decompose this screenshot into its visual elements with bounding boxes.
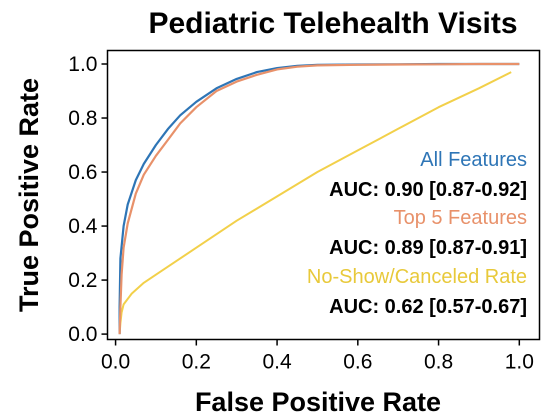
y-tick-label: 0.2 xyxy=(68,269,97,292)
x-tick-label: 0.0 xyxy=(101,351,130,374)
y-tick-label: 1.0 xyxy=(68,53,97,76)
series-line-top-5-features xyxy=(118,62,520,335)
plot-frame xyxy=(106,49,541,341)
x-tick-label: 0.2 xyxy=(182,351,211,374)
y-tick-label: 0.0 xyxy=(68,323,97,346)
y-tick-label: 0.8 xyxy=(68,107,97,130)
x-tick-label: 1.0 xyxy=(505,351,534,374)
y-tick-label: 0.4 xyxy=(68,215,98,238)
axis-ticks: 0.0 0.2 0.4 0.6 0.8 1.0 0.0 0.2 0.4 0.6 0.8 1.0 xyxy=(68,53,534,373)
legend-all-features-auc: AUC: 0.90 [0.87-0.92] xyxy=(329,179,527,201)
legend: All Features AUC: 0.90 [0.87-0.92] Top 5… xyxy=(307,149,527,318)
chart-title: Pediatric Telehealth Visits xyxy=(148,7,517,40)
x-tick-label: 0.4 xyxy=(262,351,292,374)
legend-noshow-rate-auc: AUC: 0.62 [0.57-0.67] xyxy=(329,296,527,318)
legend-top5-features: Top 5 Features xyxy=(394,207,527,229)
legend-all-features: All Features xyxy=(420,149,527,171)
x-axis-label: False Positive Rate xyxy=(195,387,441,417)
x-tick-label: 0.8 xyxy=(424,351,453,374)
legend-top5-features-auc: AUC: 0.89 [0.87-0.91] xyxy=(329,237,527,259)
y-tick-label: 0.6 xyxy=(68,161,97,184)
y-axis-label: True Positive Rate xyxy=(14,78,44,312)
legend-noshow-rate: No-Show/Canceled Rate xyxy=(307,266,527,288)
x-tick-label: 0.6 xyxy=(343,351,372,374)
series-lines xyxy=(118,62,520,335)
series-line-no-show-canceled-rate xyxy=(118,71,512,335)
